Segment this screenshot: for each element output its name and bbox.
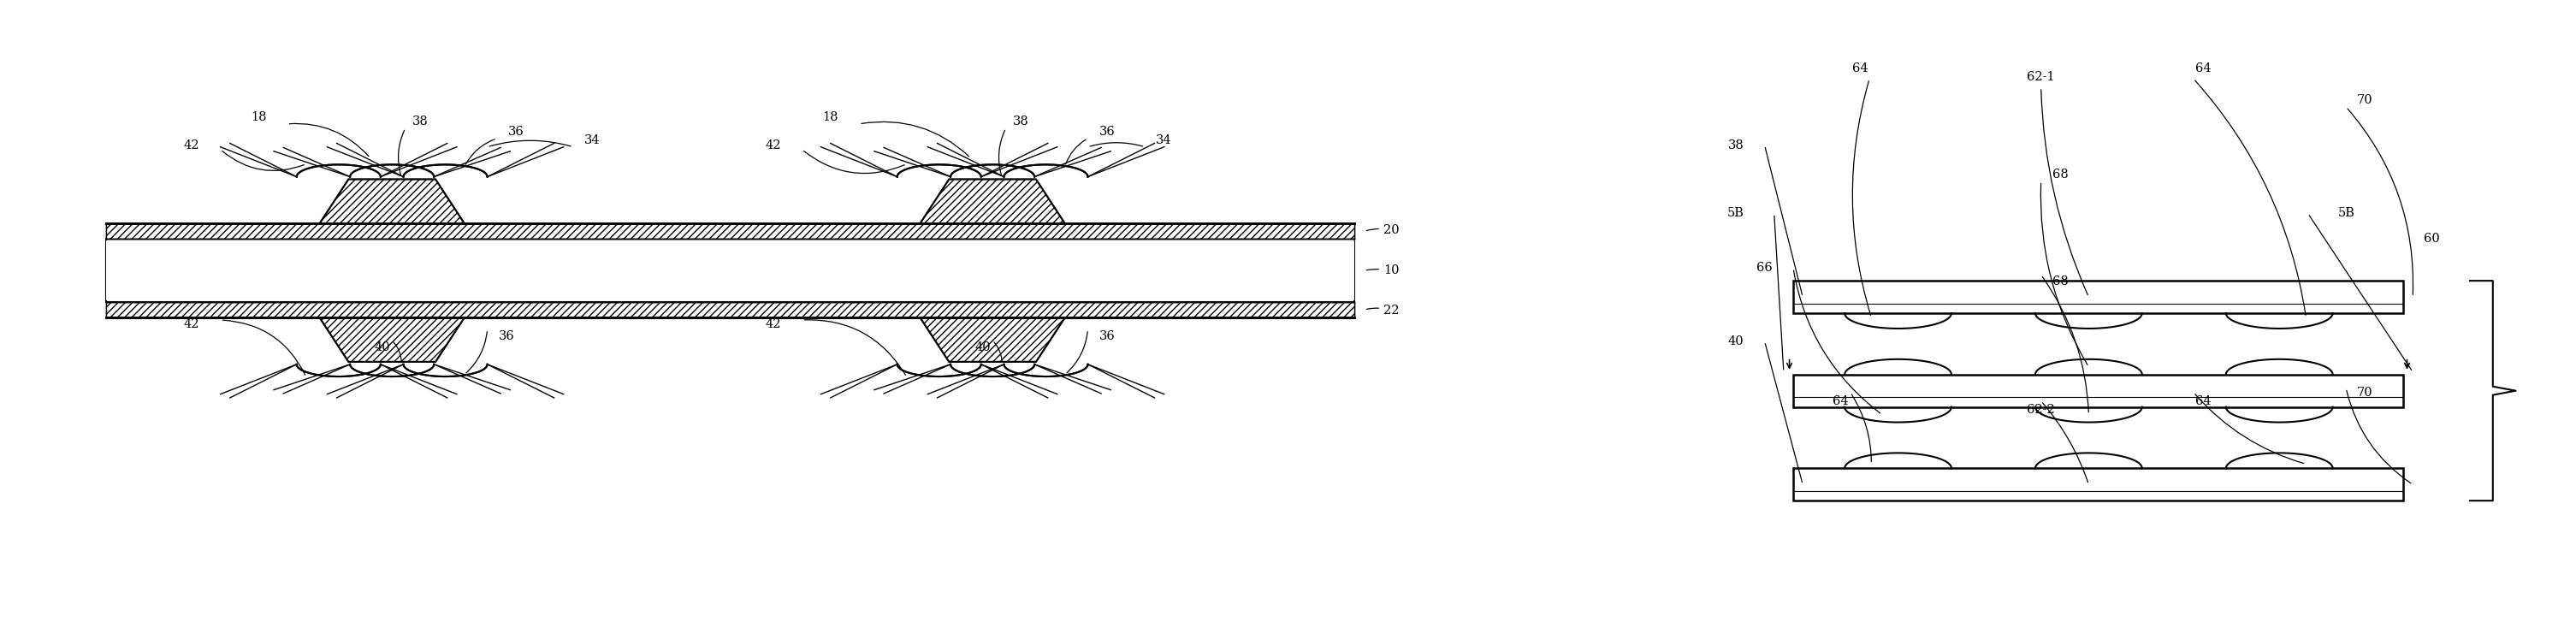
Text: 38: 38 — [1012, 115, 1030, 127]
Text: 66: 66 — [1757, 262, 1772, 274]
Text: 62-2: 62-2 — [2027, 403, 2056, 415]
Polygon shape — [920, 318, 1064, 362]
Text: 36: 36 — [1100, 330, 1115, 342]
Text: 42: 42 — [765, 318, 781, 330]
Text: 64: 64 — [2195, 395, 2210, 407]
Text: 10: 10 — [1368, 264, 1399, 276]
Text: 20: 20 — [1365, 224, 1399, 236]
Polygon shape — [317, 241, 469, 301]
Text: 34: 34 — [1157, 134, 1172, 146]
Polygon shape — [920, 179, 1064, 224]
Text: 64: 64 — [1852, 63, 1868, 75]
Polygon shape — [920, 179, 1064, 224]
Text: 60: 60 — [2424, 233, 2439, 245]
Bar — [1793, 375, 2403, 407]
Polygon shape — [319, 179, 464, 224]
Polygon shape — [106, 239, 1355, 302]
Text: 68: 68 — [2053, 168, 2069, 180]
Polygon shape — [106, 302, 1355, 318]
Polygon shape — [319, 318, 464, 362]
Text: 36: 36 — [507, 126, 523, 138]
Text: 18: 18 — [250, 111, 265, 123]
Text: 42: 42 — [765, 139, 781, 152]
Text: 62-1: 62-1 — [2027, 71, 2056, 83]
Text: 5B: 5B — [1728, 207, 1744, 219]
Text: 36: 36 — [497, 330, 515, 342]
Text: 22: 22 — [1368, 304, 1399, 316]
Text: 40: 40 — [374, 341, 392, 353]
Text: 70: 70 — [2357, 94, 2372, 106]
Text: 42: 42 — [183, 318, 201, 330]
Text: 36: 36 — [1100, 126, 1115, 138]
Text: 5B: 5B — [2336, 207, 2354, 219]
Text: 70: 70 — [2357, 387, 2372, 398]
Polygon shape — [319, 318, 464, 362]
Polygon shape — [106, 241, 1355, 301]
Text: 34: 34 — [585, 134, 600, 146]
Polygon shape — [106, 224, 1355, 239]
Bar — [1793, 281, 2403, 313]
Text: 38: 38 — [1728, 139, 1744, 152]
Text: 18: 18 — [822, 111, 837, 123]
Polygon shape — [106, 224, 1355, 239]
Polygon shape — [917, 241, 1069, 301]
Text: 38: 38 — [412, 115, 428, 127]
Polygon shape — [106, 302, 1355, 318]
Text: 68: 68 — [2053, 276, 2069, 288]
Text: 64: 64 — [1834, 395, 1850, 407]
Text: 64: 64 — [2195, 63, 2210, 75]
Polygon shape — [920, 318, 1064, 362]
Text: 40: 40 — [974, 341, 992, 353]
Bar — [1793, 469, 2403, 501]
Text: 42: 42 — [183, 139, 201, 152]
Polygon shape — [319, 179, 464, 224]
Text: 40: 40 — [1728, 335, 1744, 347]
